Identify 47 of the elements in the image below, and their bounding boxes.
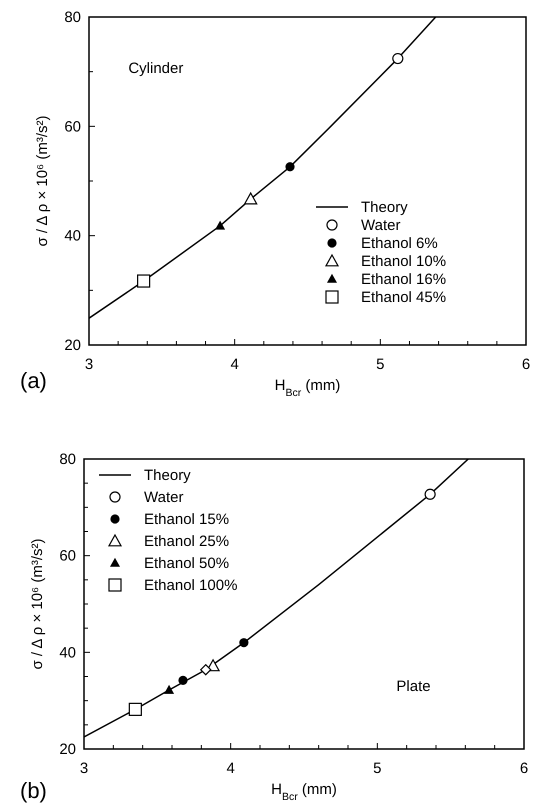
x-tick-label: 5 (376, 356, 385, 373)
annotation: Cylinder (128, 60, 184, 77)
x-tick-label: 6 (522, 356, 530, 373)
x-axis-title: H$_{Bcr}$ (mm) (271, 781, 337, 803)
point (239, 638, 248, 648)
point (424, 488, 436, 500)
y-tick-label: 40 (59, 644, 76, 662)
point (178, 676, 188, 685)
text: (b) (20, 778, 47, 803)
point (216, 221, 225, 230)
legend-label: Water (144, 489, 184, 506)
legend-label: Ethanol 6% (361, 235, 438, 252)
legend-label: Ethanol 45% (361, 289, 446, 306)
y-axis-title: σ / Δ ρ × 10⁶ (m³/s²) (34, 115, 51, 247)
legend-label: Ethanol 16% (361, 271, 446, 288)
point (164, 685, 174, 694)
x-tick-label: 3 (80, 760, 88, 777)
x-tick-label: 4 (230, 356, 239, 373)
text: (a) (20, 368, 47, 393)
y-tick-label: 40 (64, 228, 81, 245)
annotation: Plate (396, 678, 431, 695)
point (128, 702, 142, 716)
legend-label: Theory (144, 467, 192, 484)
legend-label: Ethanol 15% (144, 511, 230, 528)
legend-label: Ethanol 25% (144, 533, 230, 550)
y-tick-label: 80 (64, 9, 81, 26)
y-tick-label: 20 (64, 337, 81, 354)
legend-label: Ethanol 50% (144, 555, 230, 572)
point (200, 664, 212, 676)
legend-label: Water (361, 217, 400, 234)
y-axis-title: σ / Δ ρ × 10⁶ (m³/s²) (29, 538, 46, 670)
y-tick-label: 60 (59, 548, 76, 565)
x-tick-label: 4 (226, 760, 235, 777)
x-tick-label: 3 (84, 356, 94, 373)
point (392, 52, 404, 64)
y-tick-label: 60 (64, 118, 81, 136)
legend-label: Ethanol 10% (361, 253, 446, 270)
x-axis-title: H$_{Bcr}$ (mm) (274, 377, 340, 399)
y-tick-label: 20 (59, 741, 76, 758)
x-tick-label: 6 (520, 760, 528, 777)
legend-label: Theory (361, 199, 408, 216)
point (244, 192, 258, 204)
x-tick-label: 5 (373, 760, 382, 777)
y-tick-label: 80 (59, 451, 76, 468)
legend-label: Ethanol 100% (144, 577, 238, 594)
point (137, 274, 150, 288)
point (285, 162, 295, 172)
